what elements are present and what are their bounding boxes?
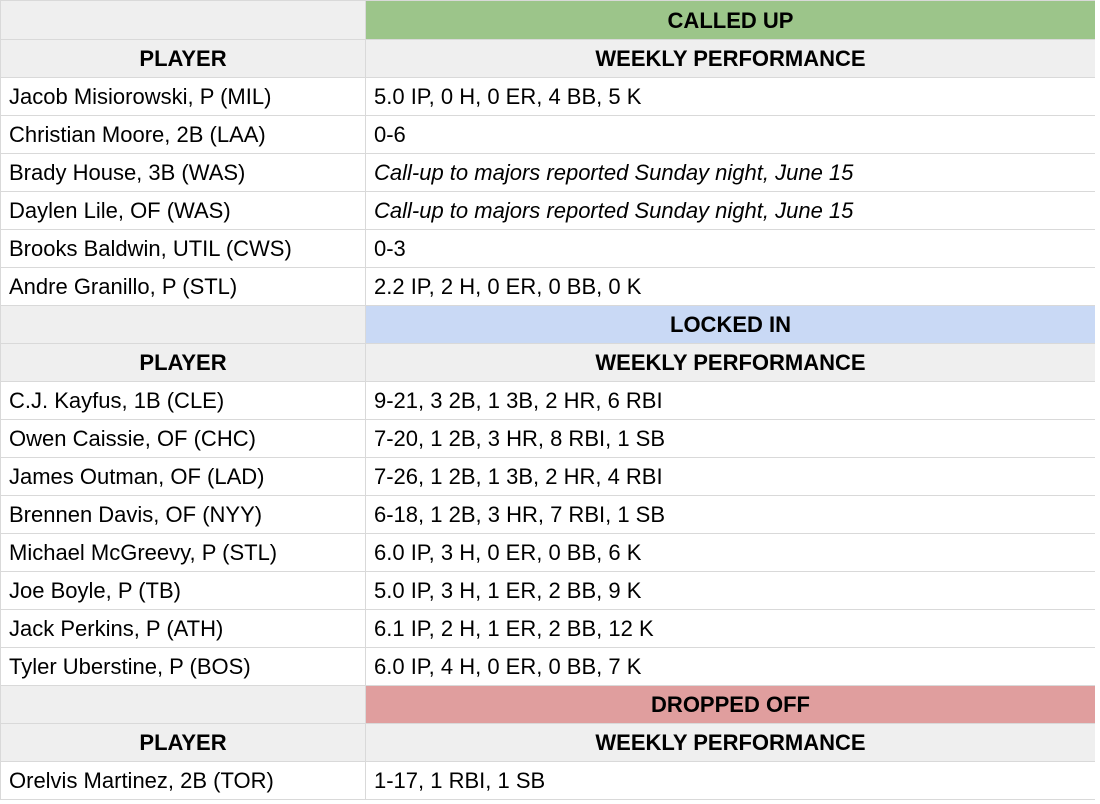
column-header-player[interactable]: PLAYER [0, 723, 366, 762]
performance-cell[interactable]: 0-6 [365, 115, 1096, 154]
player-cell[interactable]: Christian Moore, 2B (LAA) [0, 115, 366, 154]
section-header-row: DROPPED OFF [0, 685, 1096, 724]
performance-cell[interactable]: 7-26, 1 2B, 1 3B, 2 HR, 4 RBI [365, 457, 1096, 496]
column-header-row: PLAYER WEEKLY PERFORMANCE [0, 39, 1096, 78]
column-header-player[interactable]: PLAYER [0, 343, 366, 382]
empty-cell[interactable] [0, 305, 366, 344]
table-row: Brady House, 3B (WAS) Call-up to majors … [0, 153, 1096, 192]
table-row: C.J. Kayfus, 1B (CLE) 9-21, 3 2B, 1 3B, … [0, 381, 1096, 420]
player-cell[interactable]: Daylen Lile, OF (WAS) [0, 191, 366, 230]
performance-cell[interactable]: 5.0 IP, 3 H, 1 ER, 2 BB, 9 K [365, 571, 1096, 610]
performance-cell[interactable]: 1-17, 1 RBI, 1 SB [365, 761, 1096, 800]
performance-cell[interactable]: 6.0 IP, 3 H, 0 ER, 0 BB, 6 K [365, 533, 1096, 572]
performance-cell[interactable]: 7-20, 1 2B, 3 HR, 8 RBI, 1 SB [365, 419, 1096, 458]
table-row: Orelvis Martinez, 2B (TOR) 1-17, 1 RBI, … [0, 761, 1096, 800]
section-title-dropped-off[interactable]: DROPPED OFF [365, 685, 1096, 724]
player-cell[interactable]: Brooks Baldwin, UTIL (CWS) [0, 229, 366, 268]
player-cell[interactable]: Tyler Uberstine, P (BOS) [0, 647, 366, 686]
player-cell[interactable]: Brennen Davis, OF (NYY) [0, 495, 366, 534]
performance-cell[interactable]: 6.0 IP, 4 H, 0 ER, 0 BB, 7 K [365, 647, 1096, 686]
table-row: Brennen Davis, OF (NYY) 6-18, 1 2B, 3 HR… [0, 495, 1096, 534]
table-row: Andre Granillo, P (STL) 2.2 IP, 2 H, 0 E… [0, 267, 1096, 306]
table-row: James Outman, OF (LAD) 7-26, 1 2B, 1 3B,… [0, 457, 1096, 496]
player-cell[interactable]: Andre Granillo, P (STL) [0, 267, 366, 306]
column-header-performance[interactable]: WEEKLY PERFORMANCE [365, 343, 1096, 382]
table-row: Michael McGreevy, P (STL) 6.0 IP, 3 H, 0… [0, 533, 1096, 572]
table-row: Joe Boyle, P (TB) 5.0 IP, 3 H, 1 ER, 2 B… [0, 571, 1096, 610]
table-row: Owen Caissie, OF (CHC) 7-20, 1 2B, 3 HR,… [0, 419, 1096, 458]
column-header-row: PLAYER WEEKLY PERFORMANCE [0, 723, 1096, 762]
performance-cell[interactable]: 6-18, 1 2B, 3 HR, 7 RBI, 1 SB [365, 495, 1096, 534]
player-cell[interactable]: James Outman, OF (LAD) [0, 457, 366, 496]
column-header-player[interactable]: PLAYER [0, 39, 366, 78]
performance-cell[interactable]: 0-3 [365, 229, 1096, 268]
player-cell[interactable]: Owen Caissie, OF (CHC) [0, 419, 366, 458]
performance-cell[interactable]: Call-up to majors reported Sunday night,… [365, 153, 1096, 192]
performance-cell[interactable]: Call-up to majors reported Sunday night,… [365, 191, 1096, 230]
player-cell[interactable]: Michael McGreevy, P (STL) [0, 533, 366, 572]
section-title-called-up[interactable]: CALLED UP [365, 0, 1096, 40]
performance-cell[interactable]: 5.0 IP, 0 H, 0 ER, 4 BB, 5 K [365, 77, 1096, 116]
section-header-row: CALLED UP [0, 0, 1096, 40]
table-row: Jack Perkins, P (ATH) 6.1 IP, 2 H, 1 ER,… [0, 609, 1096, 648]
player-cell[interactable]: Brady House, 3B (WAS) [0, 153, 366, 192]
section-title-locked-in[interactable]: LOCKED IN [365, 305, 1096, 344]
player-cell[interactable]: Orelvis Martinez, 2B (TOR) [0, 761, 366, 800]
empty-cell[interactable] [0, 0, 366, 40]
player-cell[interactable]: C.J. Kayfus, 1B (CLE) [0, 381, 366, 420]
column-header-performance[interactable]: WEEKLY PERFORMANCE [365, 723, 1096, 762]
empty-cell[interactable] [0, 685, 366, 724]
sheet-edge [1095, 0, 1100, 804]
column-header-row: PLAYER WEEKLY PERFORMANCE [0, 343, 1096, 382]
performance-cell[interactable]: 9-21, 3 2B, 1 3B, 2 HR, 6 RBI [365, 381, 1096, 420]
column-header-performance[interactable]: WEEKLY PERFORMANCE [365, 39, 1096, 78]
table-row: Brooks Baldwin, UTIL (CWS) 0-3 [0, 229, 1096, 268]
table-row: Christian Moore, 2B (LAA) 0-6 [0, 115, 1096, 154]
table-row: Tyler Uberstine, P (BOS) 6.0 IP, 4 H, 0 … [0, 647, 1096, 686]
player-cell[interactable]: Jack Perkins, P (ATH) [0, 609, 366, 648]
section-header-row: LOCKED IN [0, 305, 1096, 344]
table-row: Jacob Misiorowski, P (MIL) 5.0 IP, 0 H, … [0, 77, 1096, 116]
table-row: Daylen Lile, OF (WAS) Call-up to majors … [0, 191, 1096, 230]
player-cell[interactable]: Jacob Misiorowski, P (MIL) [0, 77, 366, 116]
player-cell[interactable]: Joe Boyle, P (TB) [0, 571, 366, 610]
performance-cell[interactable]: 6.1 IP, 2 H, 1 ER, 2 BB, 12 K [365, 609, 1096, 648]
performance-cell[interactable]: 2.2 IP, 2 H, 0 ER, 0 BB, 0 K [365, 267, 1096, 306]
